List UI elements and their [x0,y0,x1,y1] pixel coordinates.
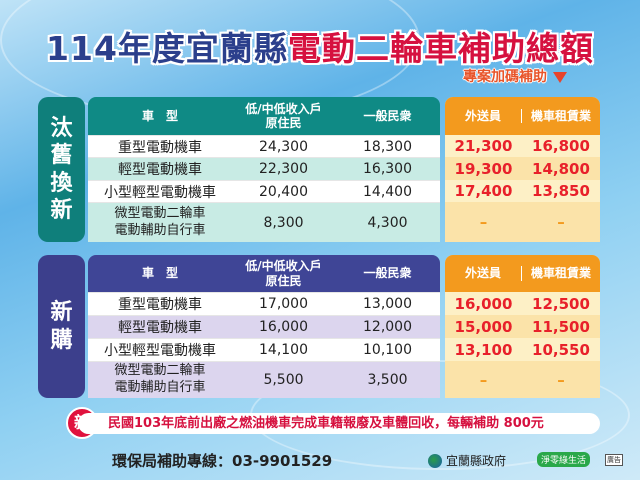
section-label-char: 舊 [50,143,73,168]
cell-courier: 17,400 [454,182,513,200]
bonus-row: – – [445,361,600,398]
section-label-new: 新購 [38,255,85,398]
bonus-header: 外送員 機車租賃業 [445,97,600,135]
bonus-header: 外送員 機車租賃業 [445,255,600,292]
cell-low-income: 22,300 [259,161,308,177]
cell-type: 小型輕型電動機車 [104,343,216,359]
gov-logo-group: 宜蘭縣政府 [428,452,506,469]
header-general: 一般民衆 [363,266,412,281]
cell-rental: 13,850 [532,182,590,200]
bonus-row: 13,100 10,550 [445,338,600,361]
notice-banner: 民國103年底前出廠之燃油機車完成車籍報廢及車體回收，每輛補助 800元 [78,413,600,434]
ad-label: 廣告 [605,454,623,466]
bonus-row: 16,000 12,500 [445,292,600,315]
page-title: 114年度宜蘭縣電動二輪車補助總額 [0,22,640,70]
bonus-row: 17,400 13,850 [445,180,600,202]
title-part2: 電動二輪車補助總額 [287,29,594,68]
header-rental: 機車租賃業 [530,108,591,123]
cell-type: 輕型電動機車 [118,162,202,178]
cell-low-income: 8,300 [263,214,304,231]
cell-rental: 10,550 [532,340,590,359]
header-rental: 機車租賃業 [530,266,591,281]
header-type: 車 型 [141,108,178,123]
table-header: 車 型 低/中低收入戶 原住民 一般民衆 [88,255,440,292]
header-courier: 外送員 [445,266,522,281]
cell-courier: – [479,370,488,389]
title-part1: 114年度宜蘭縣 [46,29,288,68]
table-row: 輕型電動機車 16,000 12,000 [88,315,440,338]
cell-courier: 21,300 [454,137,513,155]
table-row: 小型輕型電動機車 20,400 14,400 [88,180,440,202]
header-type: 車 型 [141,266,178,281]
cell-general: 13,000 [363,296,412,312]
cell-general: 18,300 [363,138,412,155]
header-low-income: 低/中低收入戶 原住民 [245,101,322,130]
cell-rental: – [557,370,565,389]
cell-type: 微型電動二輪車 電動輔助自行車 [114,363,206,395]
cell-low-income: 24,300 [259,138,308,155]
table-row: 微型電動二輪車 電動輔助自行車 8,300 4,300 [88,202,440,242]
cell-general: 16,300 [363,161,412,177]
section-label-char: 新 [50,198,73,223]
cell-courier: 16,000 [454,294,513,313]
cell-low-income: 14,100 [259,342,308,358]
bonus-row: 19,300 14,800 [445,157,600,180]
hotline: 環保局補助專線：03-9901529 [112,452,333,470]
bonus-table-new: 外送員 機車租賃業 16,000 12,500 15,000 11,500 13… [445,255,600,398]
bonus-row: 15,000 11,500 [445,315,600,338]
section-label-char: 新 [50,300,73,325]
net-zero-logo: 淨零綠生活 [537,452,591,467]
yilan-gov-logo-icon [428,453,442,468]
bonus-table-replace: 外送員 機車租賃業 21,300 16,800 19,300 14,800 17… [445,97,600,242]
header-general: 一般民衆 [363,108,412,123]
cell-rental: 11,500 [532,317,590,336]
cell-courier: 15,000 [454,317,513,336]
section-label-char: 購 [50,327,73,353]
cell-rental: – [557,213,565,231]
section-label-char: 汰 [50,115,73,141]
cell-general: 4,300 [367,214,408,231]
cell-rental: 14,800 [532,159,590,178]
cell-low-income: 20,400 [259,183,308,200]
cell-low-income: 17,000 [259,296,308,312]
subsidy-table-new: 車 型 低/中低收入戶 原住民 一般民衆 重型電動機車 17,000 13,00… [88,255,440,398]
table-row: 微型電動二輪車 電動輔助自行車 5,500 3,500 [88,361,440,398]
bonus-label: 專案加碼補助 [463,66,567,86]
bonus-row: 21,300 16,800 [445,135,600,157]
cell-low-income: 5,500 [263,372,304,388]
subsidy-table-replace: 車 型 低/中低收入戶 原住民 一般民衆 重型電動機車 24,300 18,30… [88,97,440,242]
cell-courier: 13,100 [454,340,513,359]
section-label-char: 換 [50,170,73,196]
cell-general: 14,400 [363,183,412,200]
header-courier: 外送員 [445,108,522,124]
table-row: 小型輕型電動機車 14,100 10,100 [88,338,440,361]
section-label-replace: 汰舊換新 [38,97,85,242]
cell-rental: 12,500 [532,294,590,313]
triangle-down-icon [553,71,567,83]
cell-type: 重型電動機車 [118,139,202,156]
table-row: 輕型電動機車 22,300 16,300 [88,157,440,180]
table-header: 車 型 低/中低收入戶 原住民 一般民衆 [88,97,440,135]
bonus-row: – – [445,202,600,242]
bonus-text: 專案加碼補助 [463,69,547,85]
gov-name: 宜蘭縣政府 [446,454,507,468]
cell-type: 重型電動機車 [118,297,202,313]
cell-general: 3,500 [367,372,408,388]
cell-general: 12,000 [363,319,412,335]
header-low-income: 低/中低收入戶 原住民 [245,259,322,288]
table-row: 重型電動機車 17,000 13,000 [88,292,440,315]
cell-courier: 19,300 [454,159,513,178]
cell-low-income: 16,000 [259,319,308,335]
cell-general: 10,100 [363,342,412,358]
table-row: 重型電動機車 24,300 18,300 [88,135,440,157]
cell-type: 小型輕型電動機車 [104,184,216,201]
cell-type: 微型電動二輪車 電動輔助自行車 [114,205,206,238]
cell-type: 輕型電動機車 [118,320,202,336]
cell-courier: – [479,213,488,231]
cell-rental: 16,800 [532,137,590,155]
